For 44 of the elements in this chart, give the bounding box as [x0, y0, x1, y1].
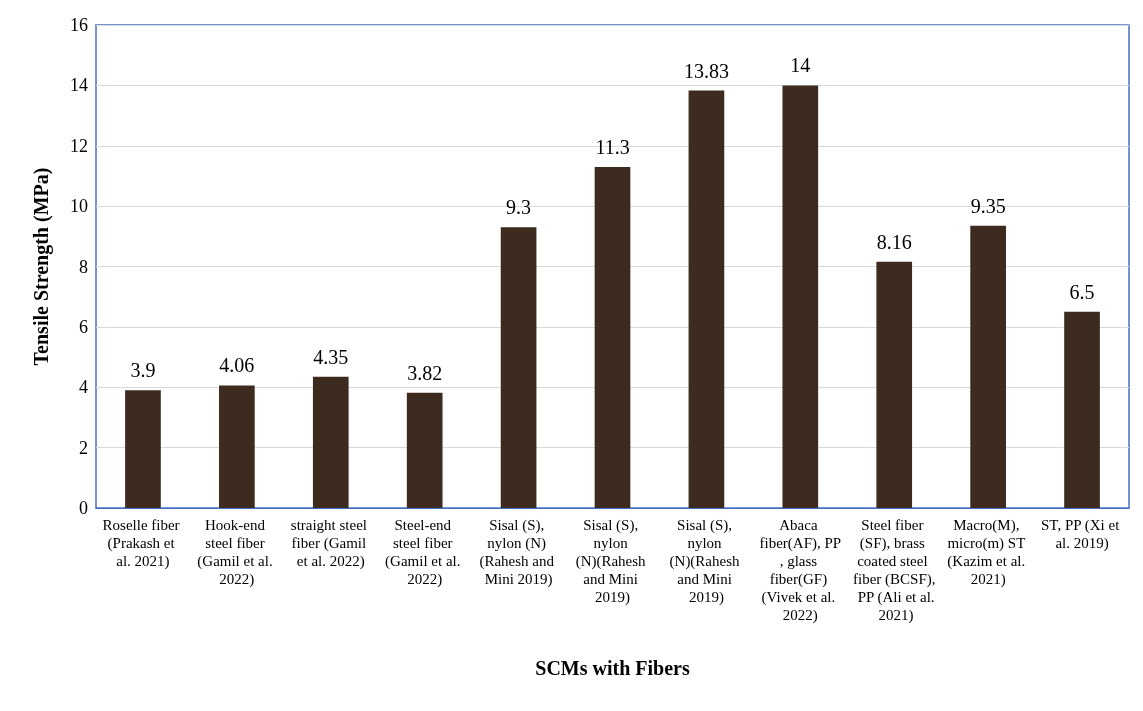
bar [125, 390, 161, 508]
data-label: 14 [790, 54, 811, 77]
x-tick-label: Sisal (S), nylon (N) (Rahesh and Mini 2019) [479, 517, 558, 588]
bar [688, 90, 725, 508]
x-tick-label: Hook-end steel fiber (Gamil et al. 2022) [197, 517, 277, 588]
x-tick-label: ST, PP (Xi et al. 2019) [1041, 517, 1124, 552]
y-tick-label: 12 [70, 135, 88, 156]
x-tick-label: Abaca fiber(AF), PP, glass fiber(GF) (Vivek et al. 2022) [759, 517, 842, 624]
data-label: 13.83 [683, 59, 729, 82]
data-label: 9.35 [970, 194, 1006, 217]
data-label: 3.9 [130, 359, 156, 382]
x-tick-label: Roselle fiber (Prakash et al. 2021) [102, 517, 184, 570]
y-tick-label: 8 [79, 256, 88, 277]
bar [500, 227, 537, 508]
data-label: 9.3 [506, 196, 532, 219]
x-axis-title: SCMs with Fibers [535, 657, 690, 679]
data-label: 11.3 [595, 135, 630, 158]
bar [219, 385, 255, 508]
x-tick-label: Macro(M), micro(m) ST (Kazim et al. 2021) [947, 517, 1029, 588]
x-tick-label: straight steel fiber (Gamil et al. 2022) [290, 517, 371, 570]
bar [1064, 311, 1100, 508]
bar [406, 392, 443, 508]
data-label: 3.82 [407, 361, 443, 384]
data-label: 4.06 [219, 354, 255, 377]
y-tick-label: 16 [70, 15, 88, 35]
y-tick-label: 6 [79, 316, 88, 337]
bar [876, 261, 913, 508]
y-tick-label: 14 [70, 75, 88, 96]
bar [970, 225, 1006, 508]
bar [782, 85, 819, 508]
x-tick-label: Steel fiber (SF), brass coated steel fiber (BCSF), PP (Ali et al. 2021) [852, 517, 936, 624]
y-tick-label: 0 [79, 498, 88, 518]
y-tick-label: 4 [79, 377, 88, 398]
y-axis-title: Tensile Strength (MPa) [30, 167, 53, 366]
bar [594, 166, 631, 508]
bar [312, 376, 349, 508]
x-tick-label: Steel-end steel fiber (Gamil et al. 2022) [385, 517, 465, 588]
data-label: 6.5 [1069, 280, 1095, 303]
y-tick-label: 10 [70, 196, 88, 217]
data-label: 4.35 [313, 345, 349, 368]
x-tick-label: Sisal (S), nylon (N)(Rahesh and Mini 2019) [669, 517, 744, 606]
x-tick-label: Sisal (S), nylon (N)(Rahesh and Mini 2019) [575, 517, 650, 606]
y-tick-label: 2 [79, 437, 88, 458]
data-label: 8.16 [876, 230, 912, 253]
